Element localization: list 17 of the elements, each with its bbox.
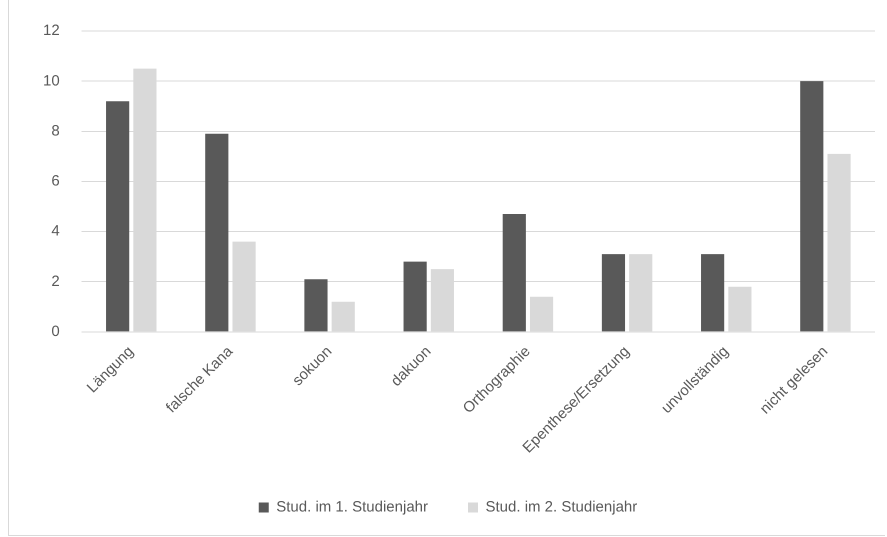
legend-label: Stud. im 2. Studienjahr	[486, 498, 638, 516]
bar	[800, 81, 824, 332]
legend-label: Stud. im 1. Studienjahr	[276, 498, 428, 516]
y-tick-label: 0	[51, 322, 60, 340]
bar	[701, 254, 724, 332]
y-tick-label: 10	[42, 72, 60, 90]
bar	[602, 254, 626, 332]
y-tick-label: 12	[42, 22, 60, 40]
y-tick-label: 8	[51, 122, 60, 140]
bar	[304, 279, 328, 332]
bar	[404, 262, 427, 332]
bar	[502, 214, 526, 332]
bar	[106, 101, 130, 332]
y-tick-label: 4	[51, 222, 60, 240]
y-tick-label: 6	[51, 172, 60, 190]
y-tick-label: 2	[51, 272, 60, 290]
bar	[205, 134, 228, 332]
